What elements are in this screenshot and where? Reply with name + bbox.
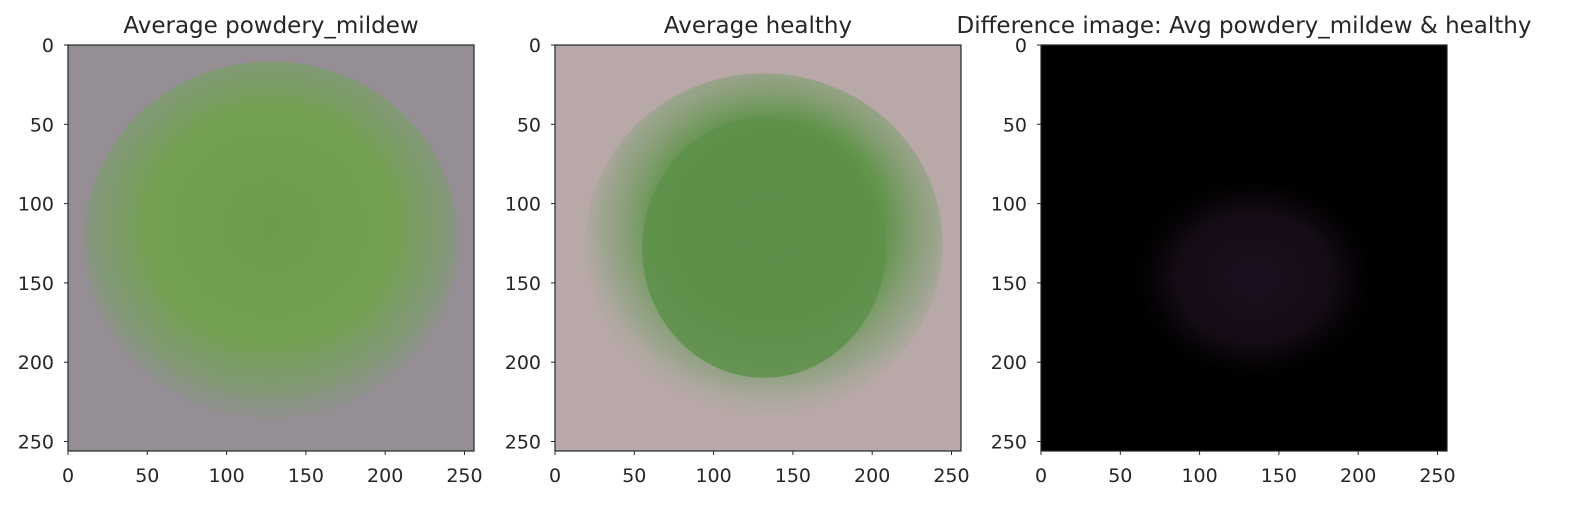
leaf-blob-healthy — [642, 117, 886, 378]
y-tick-label: 250 — [18, 431, 54, 453]
x-tick-label: 50 — [622, 465, 646, 487]
x-tick-label: 50 — [135, 465, 159, 487]
x-tick-label: 150 — [1261, 465, 1297, 487]
axes-frame-powdery-mildew — [67, 44, 475, 452]
y-tick-label: 150 — [991, 273, 1027, 295]
x-tick-label: 250 — [446, 465, 482, 487]
y-tick-label: 150 — [18, 273, 54, 295]
chart-title-healthy: Average healthy — [664, 13, 852, 39]
axes-difference: Difference image: Avg powdery_mildew & h… — [956, 13, 1531, 487]
x-tick-label: 100 — [208, 465, 244, 487]
y-tick-label: 0 — [529, 35, 541, 57]
x-tick-label: 200 — [367, 465, 403, 487]
y-tick-label: 100 — [505, 194, 541, 216]
x-tick-label: 50 — [1108, 465, 1132, 487]
y-tick-label: 150 — [505, 273, 541, 295]
axes-powdery-mildew: Average powdery_mildew 0 50 100 150 200 250 0 50… — [18, 13, 483, 487]
y-tick-label: 50 — [1003, 114, 1027, 136]
x-tick-label: 150 — [775, 465, 811, 487]
y-tick-label: 50 — [517, 114, 541, 136]
y-tick-label: 200 — [18, 352, 54, 374]
x-tick-label: 0 — [1035, 465, 1047, 487]
x-tick-label: 0 — [62, 465, 74, 487]
x-tick-label: 250 — [1419, 465, 1455, 487]
x-tick-label: 150 — [288, 465, 324, 487]
y-tick-label: 100 — [991, 194, 1027, 216]
leaf-blob-powdery-mildew — [84, 61, 458, 419]
axes-frame-difference — [1040, 44, 1448, 452]
y-tick-label: 50 — [30, 114, 54, 136]
axes-healthy: Average healthy 0 50 100 150 200 250 0 50 100 150 2… — [505, 13, 970, 487]
y-tick-label: 200 — [505, 352, 541, 374]
leaf-blob-difference — [1107, 144, 1401, 388]
x-tick-label: 0 — [549, 465, 561, 487]
x-tick-label: 200 — [854, 465, 890, 487]
axes-frame-healthy — [554, 44, 962, 452]
y-tick-label: 0 — [1015, 35, 1027, 57]
y-tick-label: 250 — [991, 431, 1027, 453]
y-tick-label: 0 — [42, 35, 54, 57]
x-tick-label: 250 — [933, 465, 969, 487]
x-tick-label: 100 — [1181, 465, 1217, 487]
x-tick-label: 200 — [1340, 465, 1376, 487]
chart-title-difference: Difference image: Avg powdery_mildew & h… — [956, 13, 1531, 39]
chart-title-powdery-mildew: Average powdery_mildew — [123, 13, 418, 39]
y-tick-label: 200 — [991, 352, 1027, 374]
y-tick-label: 250 — [505, 431, 541, 453]
x-tick-label: 100 — [695, 465, 731, 487]
y-tick-label: 100 — [18, 194, 54, 216]
